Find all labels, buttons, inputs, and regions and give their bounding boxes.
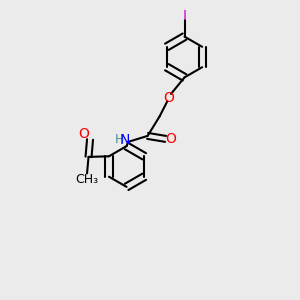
Text: O: O <box>79 127 89 141</box>
Text: N: N <box>120 133 130 146</box>
Text: CH₃: CH₃ <box>75 173 98 186</box>
Text: O: O <box>163 91 174 104</box>
Text: O: O <box>166 132 176 146</box>
Text: H: H <box>115 133 124 146</box>
Text: I: I <box>182 9 187 23</box>
